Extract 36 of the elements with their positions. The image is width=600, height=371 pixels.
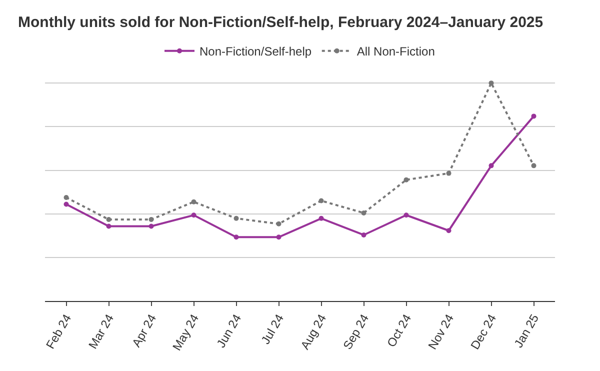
x-tick-label: Mar 24 — [86, 312, 117, 352]
point — [531, 163, 536, 168]
point — [64, 202, 69, 207]
point — [531, 114, 536, 119]
point — [191, 212, 196, 218]
point — [361, 232, 366, 238]
x-tick-label: Feb 24 — [43, 312, 74, 352]
point — [446, 228, 452, 234]
point — [404, 177, 409, 182]
x-tick-label: Dec 24 — [468, 312, 500, 352]
point — [488, 163, 494, 168]
point — [276, 234, 282, 240]
point — [404, 212, 409, 218]
point — [148, 217, 154, 222]
chart-title: Monthly units sold for Non-Fiction/Self-help, February 2024–January 2025 — [18, 14, 544, 32]
legend-label: Non-Fiction/Self-help — [200, 44, 312, 59]
point — [446, 170, 452, 176]
x-tick-label: Oct 24 — [384, 312, 414, 350]
x-tick-label: Jul 24 — [258, 312, 287, 347]
point — [106, 224, 112, 229]
x-tick-label: Jun 24 — [214, 312, 244, 350]
point — [106, 217, 112, 222]
x-tick-label: Sep 24 — [340, 312, 372, 352]
point — [488, 80, 494, 86]
point — [191, 199, 196, 204]
point — [234, 234, 239, 240]
point — [148, 224, 154, 229]
point — [318, 216, 324, 221]
point — [276, 221, 282, 226]
legend-label: All Non-Fiction — [356, 44, 435, 59]
x-tick-label: Apr 24 — [129, 312, 160, 350]
point — [361, 210, 366, 216]
point — [234, 216, 239, 221]
point — [318, 198, 324, 204]
x-tick-label: Jan 25 — [511, 312, 542, 350]
point — [64, 194, 69, 200]
